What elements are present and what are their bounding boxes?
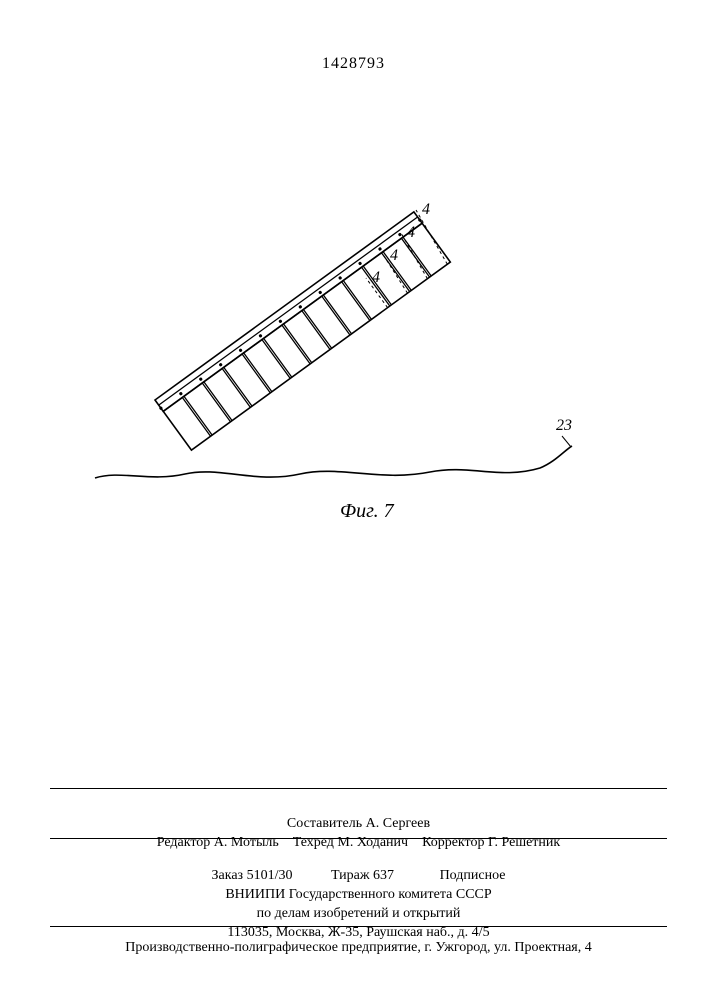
callout-23: 23 — [556, 417, 572, 434]
compiler-line: Составитель А. Сергеев — [287, 816, 430, 831]
divider-1 — [50, 788, 667, 789]
vniipi-line: ВНИИПИ Государственного комитета СССР — [225, 887, 491, 902]
affairs-line: по делам изобретений и открытий — [257, 906, 461, 921]
patent-page: 1428793 444423 Фиг. 7 Составитель А. Сер… — [0, 0, 707, 1000]
podpisnoe: Подписное — [440, 868, 506, 883]
callout-4: 4 — [372, 269, 380, 286]
divider-2 — [50, 838, 667, 839]
divider-3 — [50, 926, 667, 927]
figure-caption: Фиг. 7 — [340, 500, 394, 523]
order-line: Заказ 5101/30 Тираж 637 Подписное — [212, 868, 506, 883]
callout-4: 4 — [407, 224, 415, 241]
tirazh: Тираж 637 — [331, 868, 394, 883]
footer-block-2: Заказ 5101/30 Тираж 637 Подписное ВНИИПИ… — [50, 848, 667, 942]
order-num: Заказ 5101/30 — [212, 868, 293, 883]
figure-7-svg: 444423 — [0, 0, 707, 560]
callout-4: 4 — [390, 247, 398, 264]
printer-line: Производственно-полиграфическое предприя… — [40, 940, 677, 956]
callout-4: 4 — [422, 201, 430, 218]
footer-block-1: Составитель А. Сергеев Редактор А. Мотыл… — [50, 796, 667, 853]
